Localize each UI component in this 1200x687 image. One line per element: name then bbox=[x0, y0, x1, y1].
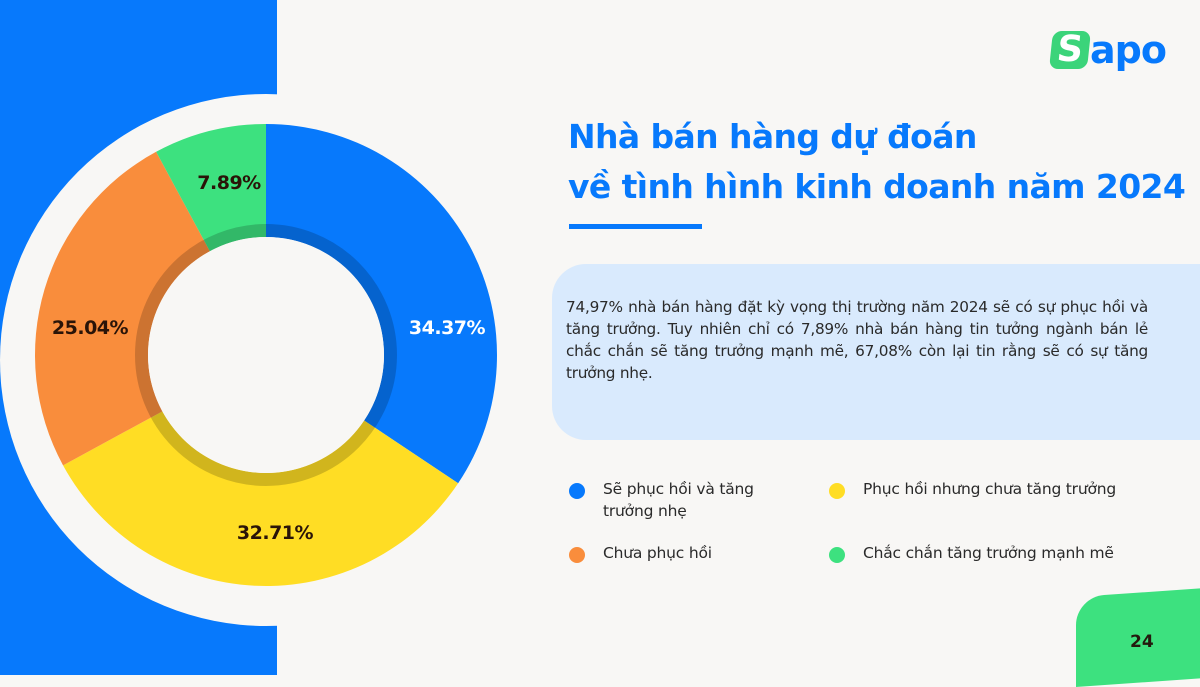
title-underline-divider bbox=[569, 224, 702, 229]
slice-label-recover-slight-growth: 34.37% bbox=[408, 317, 486, 339]
legend-label: Chưa phục hồi bbox=[603, 544, 712, 562]
page-title-line-2: về tình hình kinh doanh năm 2024 bbox=[568, 167, 1186, 206]
legend-item-recover-no-growth: Phục hồi nhưng chưa tăng trưởng bbox=[829, 478, 1149, 500]
slice-recover-no-growth bbox=[63, 411, 459, 586]
legend-item-strong-growth: Chắc chắn tăng trưởng mạnh mẽ bbox=[829, 542, 1149, 564]
slice-strong-growth bbox=[156, 124, 266, 252]
legend-dot-icon bbox=[569, 547, 585, 563]
sapo-logo-wordmark: apo bbox=[1090, 28, 1167, 72]
legend-label: Chắc chắn tăng trưởng mạnh mẽ bbox=[863, 544, 1114, 562]
donut-chart: 34.37% 32.71% 25.04% 7.89% bbox=[0, 0, 560, 675]
legend-dot-icon bbox=[829, 483, 845, 499]
page-number: 24 bbox=[1130, 632, 1154, 652]
description-text: 74,97% nhà bán hàng đặt kỳ vọng thị trườ… bbox=[566, 298, 1148, 382]
slice-label-not-recovered: 25.04% bbox=[51, 317, 129, 339]
legend-item-recover-slight-growth: Sẽ phục hồi và tăng trưởng nhẹ bbox=[569, 478, 769, 522]
sapo-logo-s-mark: S bbox=[1049, 29, 1091, 70]
donut-inner-shadow-ring bbox=[135, 224, 397, 486]
slice-recover-slight-growth bbox=[266, 124, 497, 484]
donut-chart-svg bbox=[0, 94, 532, 626]
description-box bbox=[552, 264, 1200, 440]
legend-label: Sẽ phục hồi và tăng trưởng nhẹ bbox=[603, 480, 754, 520]
legend-item-not-recovered: Chưa phục hồi bbox=[569, 542, 789, 564]
sapo-logo: S apo bbox=[1049, 28, 1167, 72]
slice-not-recovered bbox=[35, 151, 210, 466]
slice-label-recover-no-growth: 32.71% bbox=[236, 522, 314, 544]
donut-hole bbox=[148, 237, 384, 473]
legend-dot-icon bbox=[829, 547, 845, 563]
slice-label-strong-growth: 7.89% bbox=[197, 172, 261, 194]
legend-label: Phục hồi nhưng chưa tăng trưởng bbox=[863, 480, 1117, 498]
page-title-line-1: Nhà bán hàng dự đoán bbox=[568, 117, 977, 156]
legend-dot-icon bbox=[569, 483, 585, 499]
page-title: Nhà bán hàng dự đoán về tình hình kinh d… bbox=[568, 112, 1188, 212]
